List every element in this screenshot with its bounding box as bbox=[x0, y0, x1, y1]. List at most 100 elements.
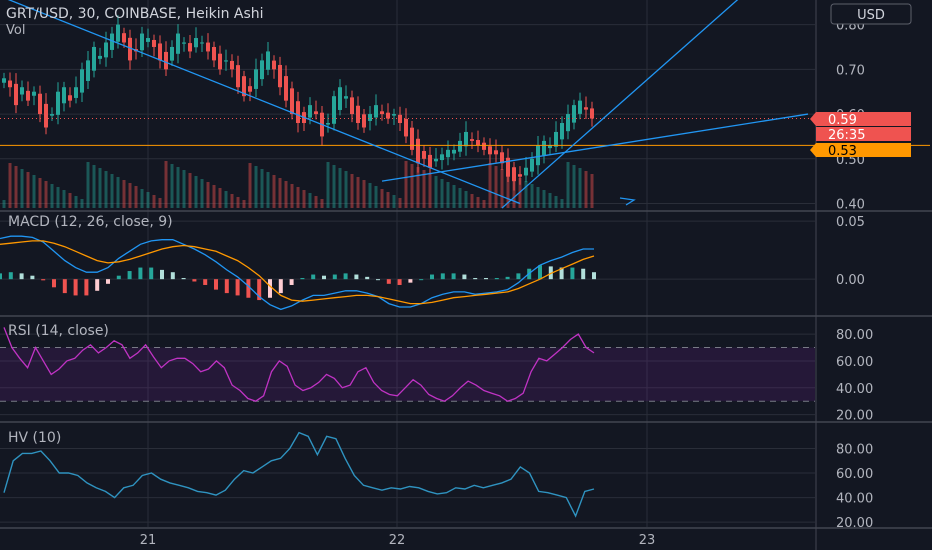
price-scale[interactable]: 0.800.700.600.500.400.050.0080.0060.0040… bbox=[836, 19, 873, 531]
rsi-pane[interactable] bbox=[0, 327, 815, 402]
price-tick-label: 20.00 bbox=[836, 409, 873, 424]
bar-countdown-label: 26:35 bbox=[828, 128, 865, 143]
candle-body bbox=[566, 114, 570, 132]
volume-bar bbox=[224, 191, 228, 208]
candle-body bbox=[8, 80, 12, 88]
volume-bar bbox=[170, 164, 174, 208]
macd-histogram-bar bbox=[181, 278, 186, 280]
candle-body bbox=[128, 37, 132, 61]
candle-body bbox=[464, 131, 468, 147]
arrow-head-icon bbox=[619, 197, 636, 206]
volume-bar bbox=[548, 193, 552, 208]
volume-bar bbox=[188, 173, 192, 208]
volume-bar bbox=[254, 166, 258, 208]
last-price-label: 0.59 bbox=[828, 113, 857, 128]
macd-histogram-bar bbox=[289, 279, 294, 285]
candle-body bbox=[410, 127, 414, 150]
candle-body bbox=[440, 154, 444, 161]
time-scale[interactable]: 21 22 23 bbox=[140, 533, 656, 548]
candle-body bbox=[332, 96, 336, 124]
trendline[interactable] bbox=[381, 113, 809, 182]
volume-bar bbox=[38, 178, 42, 208]
hv-pane[interactable] bbox=[3, 431, 595, 518]
candle-body bbox=[194, 38, 198, 48]
macd-histogram-bar bbox=[365, 276, 370, 280]
candle-body bbox=[56, 91, 60, 115]
candle-body bbox=[158, 43, 162, 61]
macd-histogram-bar bbox=[397, 279, 402, 285]
candle-body bbox=[554, 131, 558, 147]
volume-bar bbox=[182, 170, 186, 208]
volume-bar bbox=[260, 169, 264, 208]
macd-legend[interactable]: MACD (12, 26, close, 9) bbox=[8, 214, 173, 230]
candle-body bbox=[296, 101, 300, 124]
candle-body bbox=[110, 33, 114, 50]
volume-bar bbox=[398, 198, 402, 208]
macd-histogram-bar bbox=[343, 273, 348, 280]
volume-bar bbox=[122, 180, 126, 208]
symbol-title[interactable]: GRT/USD, 30, COINBASE, Heikin Ashi bbox=[6, 6, 264, 22]
volume-bar bbox=[476, 197, 480, 208]
volume-bar bbox=[50, 184, 54, 208]
rsi-legend[interactable]: RSI (14, close) bbox=[8, 323, 109, 339]
macd-histogram-bar bbox=[41, 279, 46, 281]
macd-histogram-bar bbox=[30, 275, 35, 280]
volume-bar bbox=[140, 189, 144, 208]
grid-lines bbox=[0, 0, 815, 527]
volume-bar bbox=[152, 195, 156, 208]
macd-histogram-bar bbox=[73, 279, 78, 296]
trendlines[interactable] bbox=[4, 0, 809, 209]
macd-histogram-bar bbox=[0, 273, 2, 280]
macd-histogram-bar bbox=[138, 267, 143, 280]
volume-bar bbox=[212, 185, 216, 208]
macd-histogram-bar bbox=[516, 273, 521, 280]
volume-bar bbox=[134, 186, 138, 208]
volume-bar bbox=[494, 166, 498, 208]
macd-histogram-bar bbox=[170, 272, 175, 280]
hv-legend[interactable]: HV (10) bbox=[8, 430, 61, 446]
macd-histogram-bar bbox=[473, 278, 478, 280]
candle-body bbox=[458, 140, 462, 152]
volume-bar bbox=[524, 181, 528, 208]
candle-body bbox=[248, 86, 252, 92]
volume-bar bbox=[176, 167, 180, 208]
volume-bar bbox=[554, 196, 558, 208]
level-price-tag: 0.53 bbox=[810, 143, 911, 159]
candle-body bbox=[338, 87, 342, 110]
price-pane[interactable] bbox=[0, 0, 930, 209]
volume-bar bbox=[560, 199, 564, 208]
volume-bar bbox=[512, 175, 516, 208]
macd-pane[interactable] bbox=[0, 235, 596, 311]
volume-bar bbox=[158, 198, 162, 208]
candle-body bbox=[422, 151, 426, 159]
macd-histogram-bar bbox=[462, 274, 467, 280]
hv-line bbox=[3, 431, 595, 518]
candle-body bbox=[560, 123, 564, 140]
trendline[interactable] bbox=[501, 0, 760, 209]
candle-body bbox=[260, 60, 264, 80]
volume-bar bbox=[32, 175, 36, 208]
candle-body bbox=[590, 108, 594, 119]
volume-bar bbox=[584, 171, 588, 208]
candle-body bbox=[182, 42, 186, 44]
volume-bar bbox=[428, 173, 432, 208]
candle-body bbox=[74, 87, 78, 98]
macd-histogram-bar bbox=[19, 273, 24, 280]
candle-body bbox=[86, 60, 90, 81]
macd-histogram-bar bbox=[257, 279, 262, 301]
volume-bar bbox=[416, 167, 420, 208]
price-tick-label: 20.00 bbox=[836, 516, 873, 531]
trendline[interactable] bbox=[4, 0, 521, 205]
volume-bar bbox=[470, 194, 474, 208]
candle-body bbox=[44, 103, 48, 128]
currency-button[interactable]: USD bbox=[830, 3, 912, 25]
candle-body bbox=[284, 76, 288, 101]
price-tick-label: 0.00 bbox=[836, 273, 865, 288]
volume-bar bbox=[56, 187, 60, 208]
price-tick-label: 80.00 bbox=[836, 328, 873, 343]
volume-bar bbox=[500, 169, 504, 208]
volume-bar bbox=[410, 164, 414, 208]
candle-body bbox=[176, 33, 180, 54]
volume-legend[interactable]: Vol bbox=[6, 23, 25, 38]
